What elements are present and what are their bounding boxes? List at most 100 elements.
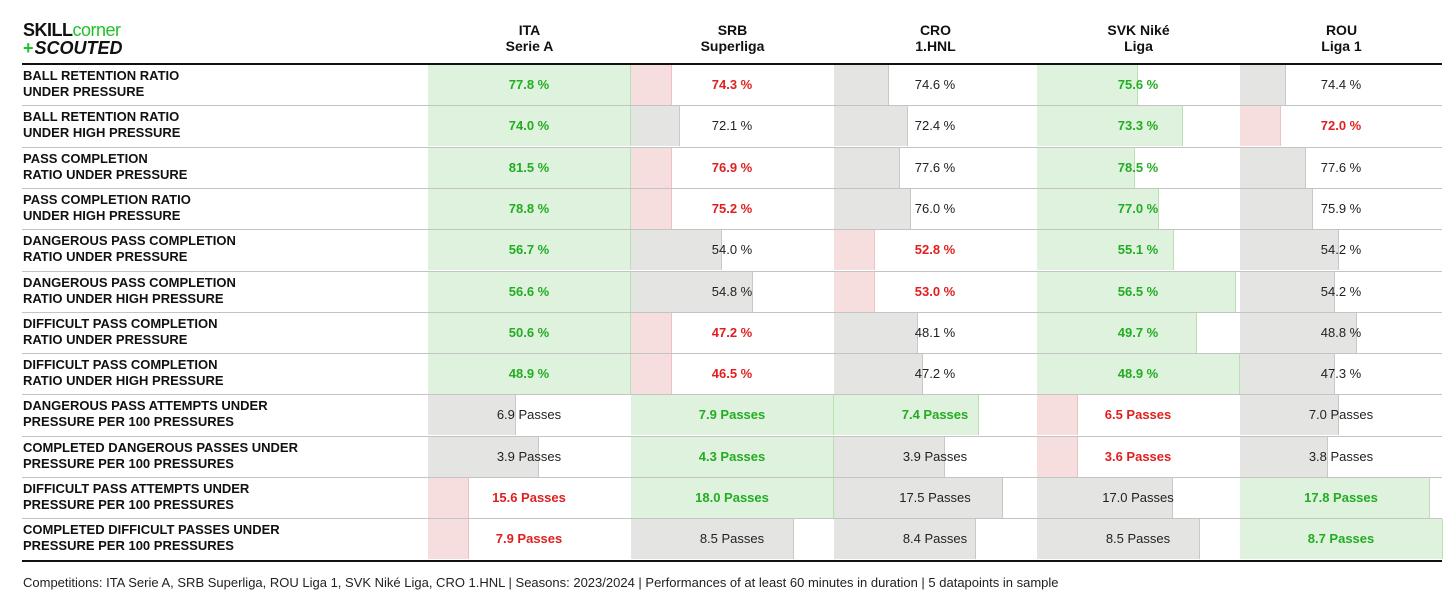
data-cell: 77.6 % xyxy=(834,147,1036,188)
logo-plus: + xyxy=(23,38,34,58)
value-bar xyxy=(1240,312,1357,353)
value-label: 7.9 Passes xyxy=(495,531,563,547)
value-label: 81.5 % xyxy=(508,159,550,175)
data-cell: 6.5 Passes xyxy=(1037,395,1239,436)
data-cell: 8.4 Passes xyxy=(834,519,1036,560)
data-cell: 3.8 Passes xyxy=(1240,436,1442,477)
data-cell: 7.9 Passes xyxy=(631,395,834,436)
data-cell: 72.4 % xyxy=(834,106,1036,147)
value-label: 78.5 % xyxy=(1117,159,1159,175)
row-label-line: PRESSURE PER 100 PRESSURES xyxy=(23,538,234,554)
value-bar xyxy=(1037,519,1200,560)
row-label-line: DANGEROUS PASS COMPLETION xyxy=(23,233,236,249)
data-cell: 47.2 % xyxy=(834,354,1036,395)
value-bar xyxy=(834,106,908,147)
column-header-line2: Liga 1 xyxy=(1321,38,1362,54)
data-cell: 8.5 Passes xyxy=(1037,519,1239,560)
value-label: 15.6 Passes xyxy=(492,490,566,505)
data-cell: 74.6 % xyxy=(834,65,1036,105)
data-cell: 17.5 Passes xyxy=(834,478,1036,518)
row-divider xyxy=(22,312,1442,313)
value-bar xyxy=(834,230,875,271)
data-cell: 49.7 % xyxy=(1037,312,1239,353)
value-label: 6.9 Passes xyxy=(496,407,562,423)
value-label: 8.5 Passes xyxy=(1105,531,1171,547)
value-bar xyxy=(834,395,979,436)
data-cell: 18.0 Passes xyxy=(631,478,834,518)
value-bar xyxy=(834,478,1003,518)
value-label: 8.4 Passes xyxy=(902,531,968,547)
value-bar xyxy=(631,106,680,147)
data-cell: 4.3 Passes xyxy=(631,436,834,477)
row-label-line: PRESSURE PER 100 PRESSURES xyxy=(23,414,234,430)
value-label: 77.8 % xyxy=(508,77,550,92)
column-header-line2: 1.HNL xyxy=(915,38,956,54)
value-label: 7.4 Passes xyxy=(901,407,969,423)
row-label: COMPLETED DANGEROUS PASSES UNDER PRESSURE… xyxy=(23,440,423,472)
value-bar xyxy=(1037,354,1240,395)
value-label: 75.9 % xyxy=(1320,200,1362,216)
row-label-line: RATIO UNDER HIGH PRESSURE xyxy=(23,290,224,306)
data-cell: 7.9 Passes xyxy=(428,519,630,560)
value-label: 17.0 Passes xyxy=(1102,490,1174,505)
value-bar xyxy=(834,436,945,477)
value-bar xyxy=(631,230,722,271)
value-label: 76.9 % xyxy=(711,159,753,175)
value-bar xyxy=(428,106,631,147)
value-bar xyxy=(1037,147,1135,188)
value-bar xyxy=(1240,395,1339,436)
value-label: 17.5 Passes xyxy=(899,490,971,505)
row-label: BALL RETENTION RATIO UNDER PRESSURE xyxy=(23,68,423,100)
data-cell: 54.2 % xyxy=(1240,230,1442,271)
row-label: BALL RETENTION RATIO UNDER HIGH PRESSURE xyxy=(23,109,423,141)
value-label: 75.6 % xyxy=(1117,77,1159,92)
data-cell: 46.5 % xyxy=(631,354,833,395)
value-bar xyxy=(1037,395,1078,436)
data-cell: 77.8 % xyxy=(428,65,631,105)
value-bar xyxy=(428,188,631,229)
row-label: DIFFICULT PASS ATTEMPTS UNDER PRESSURE PE… xyxy=(23,481,423,513)
data-cell: 78.5 % xyxy=(1037,147,1239,188)
data-cell: 56.6 % xyxy=(428,271,631,312)
row-label-line: UNDER HIGH PRESSURE xyxy=(23,125,181,141)
data-cell: 52.8 % xyxy=(834,230,1036,271)
logo-corner: corner xyxy=(72,20,122,40)
value-bar xyxy=(1037,312,1197,353)
value-label: 78.8 % xyxy=(508,200,550,216)
data-cell: 77.0 % xyxy=(1037,188,1239,229)
value-label: 48.9 % xyxy=(1117,366,1159,382)
table-top-rule xyxy=(22,63,1442,65)
value-bar xyxy=(1240,230,1339,271)
column-header-line1: SVK Niké xyxy=(1107,22,1170,38)
row-label: DANGEROUS PASS ATTEMPTS UNDER PRESSURE PE… xyxy=(23,398,423,430)
value-bar xyxy=(1240,271,1335,312)
logo-scouted: SCOUTED xyxy=(34,38,123,58)
data-cell: 50.6 % xyxy=(428,312,631,353)
column-header-line1: ITA xyxy=(518,22,541,38)
data-cell: 77.6 % xyxy=(1240,147,1442,188)
column-header-4: SVK Niké Liga xyxy=(1037,22,1240,54)
data-cell: 17.8 Passes xyxy=(1240,478,1442,518)
data-cell: 74.0 % xyxy=(428,106,631,147)
column-header-5: ROU Liga 1 xyxy=(1240,22,1443,54)
value-label: 72.0 % xyxy=(1320,118,1362,134)
row-label-line: UNDER HIGH PRESSURE xyxy=(23,207,181,223)
data-cell: 54.2 % xyxy=(1240,271,1442,312)
value-bar xyxy=(834,312,918,353)
row-divider xyxy=(22,353,1442,354)
value-bar xyxy=(428,436,539,477)
value-label: 77.6 % xyxy=(914,159,956,175)
value-bar xyxy=(834,147,900,188)
row-label-line: RATIO UNDER PRESSURE xyxy=(23,166,188,182)
value-label: 52.8 % xyxy=(914,242,956,258)
data-cell: 8.7 Passes xyxy=(1240,519,1443,560)
column-header-line1: CRO xyxy=(919,22,952,38)
value-bar xyxy=(834,354,923,395)
value-label: 3.6 Passes xyxy=(1104,448,1172,464)
data-cell: 72.1 % xyxy=(631,106,833,147)
value-label: 54.2 % xyxy=(1320,242,1362,258)
row-divider xyxy=(22,229,1442,230)
row-divider xyxy=(22,147,1442,148)
value-bar xyxy=(631,188,672,229)
data-cell: 56.5 % xyxy=(1037,271,1239,312)
